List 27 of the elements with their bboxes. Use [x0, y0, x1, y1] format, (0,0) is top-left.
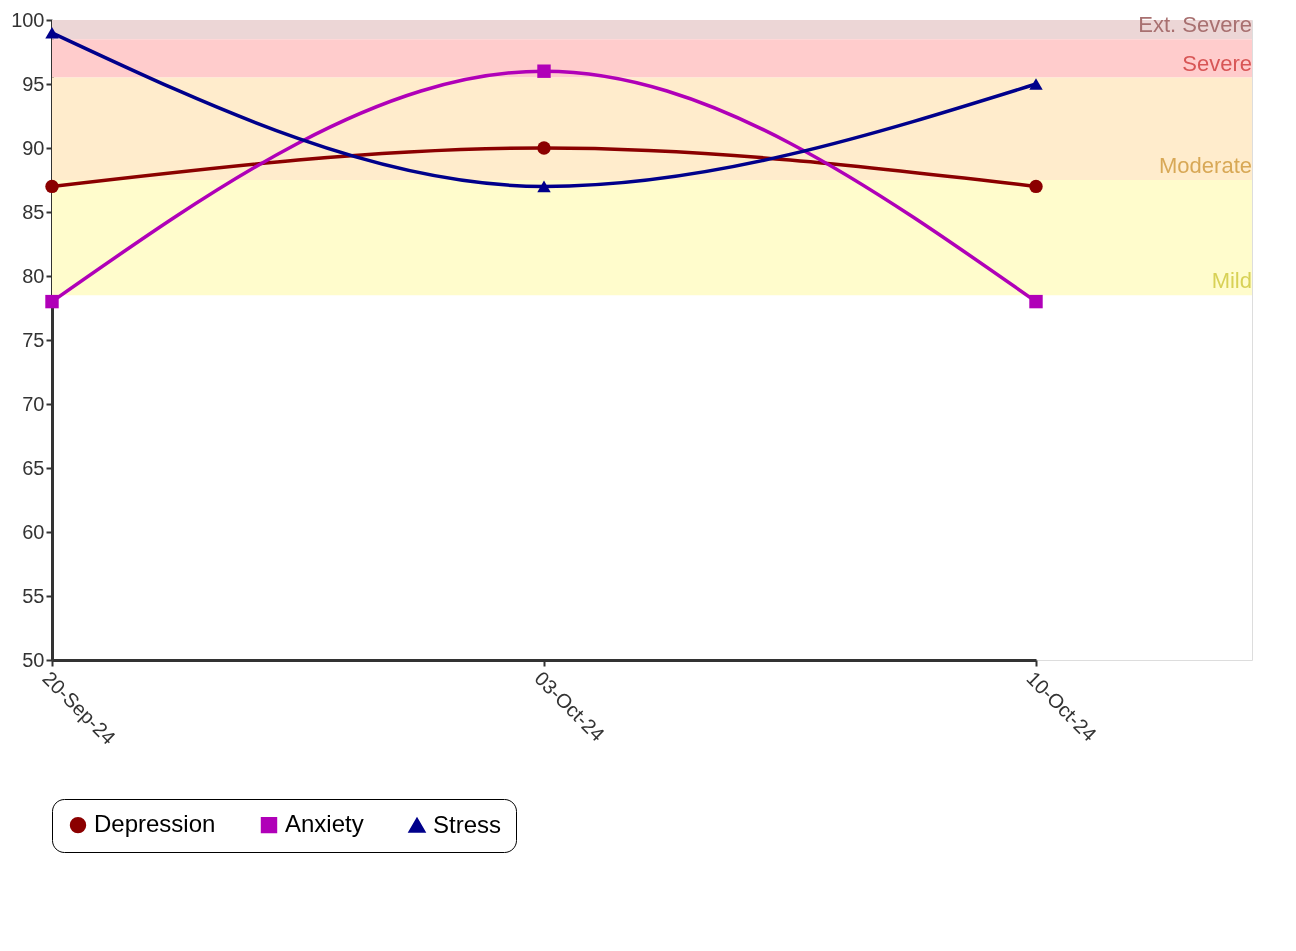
y-tick-label: 70	[22, 392, 45, 415]
point	[537, 64, 551, 78]
y-tick-label: 85	[22, 200, 45, 223]
legend-label: Depression	[94, 810, 216, 838]
point	[537, 141, 551, 155]
band-label: Ext. Severe	[1138, 12, 1252, 38]
y-tick-label: 90	[22, 136, 45, 159]
y-tick-label: 95	[22, 72, 45, 95]
band-label: Moderate	[1159, 153, 1252, 178]
legend-label: Stress	[433, 810, 502, 838]
point	[45, 26, 59, 39]
point	[1029, 294, 1043, 309]
point	[1029, 179, 1043, 194]
point	[537, 180, 551, 193]
y-tick-label: 50	[22, 648, 45, 671]
point	[1029, 78, 1043, 90]
legend-label: Anxiety	[285, 810, 364, 838]
y-tick-label: 65	[22, 456, 45, 479]
y-tick-label: 75	[22, 328, 45, 351]
y-tick-label: 60	[22, 520, 45, 543]
y-tick-label: 100	[11, 8, 45, 31]
point	[45, 179, 59, 194]
band-label: Severe	[1182, 50, 1252, 76]
point	[45, 294, 59, 309]
y-tick-label: 80	[22, 264, 45, 287]
y-tick-label: 55	[22, 584, 45, 607]
band-label: Mild	[1211, 268, 1252, 294]
